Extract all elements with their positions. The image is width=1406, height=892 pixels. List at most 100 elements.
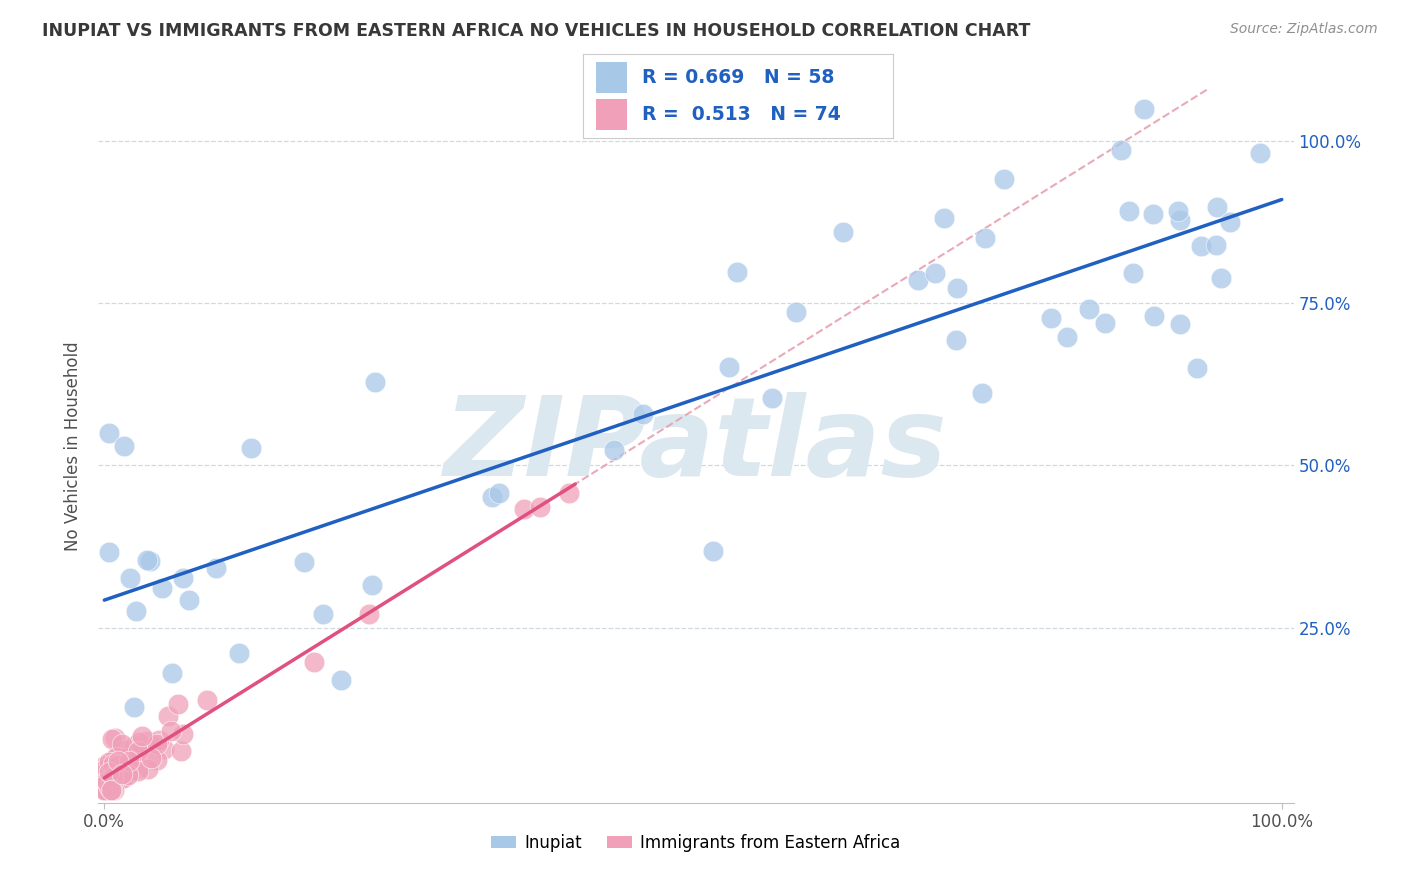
Point [361,577,384,591]
Point [105,750,128,764]
Point [100,771,122,785]
Text: INUPIAT VS IMMIGRANTS FROM EASTERN AFRICA NO VEHICLES IN HOUSEHOLD CORRELATION C: INUPIAT VS IMMIGRANTS FROM EASTERN AFRIC… [42,22,1031,40]
Bar [596,99,627,130]
Point [125,604,148,618]
Point [228,646,250,660]
Point [97,425,120,440]
Point [170,744,193,758]
Point [195,693,218,707]
Point [1132,102,1154,116]
Point [128,735,150,749]
Point [205,561,228,575]
Point [1187,360,1209,375]
Point [107,754,129,768]
Point [1205,237,1227,252]
Point [1249,145,1271,160]
Point [702,543,724,558]
Point [167,697,190,711]
Point [131,729,153,743]
Point [302,656,325,670]
Point [111,753,134,767]
Point [974,231,997,245]
Point [97,780,120,794]
Point [631,407,654,421]
Point [115,751,138,765]
Point [558,485,581,500]
Point [725,265,748,279]
Point [112,439,135,453]
Text: R = 0.669   N = 58: R = 0.669 N = 58 [643,68,835,87]
Text: Source: ZipAtlas.com: Source: ZipAtlas.com [1230,22,1378,37]
Point [240,441,263,455]
Point [111,771,134,785]
Point [98,770,121,784]
Point [120,745,142,759]
Point [172,727,194,741]
Point [112,742,135,756]
Point [139,750,162,764]
Point [1111,143,1133,157]
Point [1122,266,1144,280]
Point [94,782,117,797]
Point [292,556,315,570]
Point [1077,302,1099,317]
Point [93,759,115,773]
Point [121,764,143,778]
Point [94,782,117,797]
Point [136,762,159,776]
Point [117,768,139,782]
Point [111,767,134,781]
Point [1206,200,1229,214]
Text: ZIPatlas: ZIPatlas [444,392,948,500]
Point [101,757,124,772]
Y-axis label: No Vehicles in Household: No Vehicles in Household [65,341,83,551]
Point [488,486,510,500]
Point [512,502,534,516]
Point [93,782,115,797]
Point [785,305,807,319]
Point [122,699,145,714]
Point [1094,316,1116,330]
Point [156,709,179,723]
Point [111,737,134,751]
Point [101,782,124,797]
Point [946,280,969,294]
Point [135,553,157,567]
Point [160,666,183,681]
Point [1219,215,1241,229]
Point [993,171,1015,186]
Point [945,333,967,347]
Point [1167,203,1189,218]
Point [128,761,150,775]
Point [100,782,122,797]
Point [1056,330,1078,344]
Point [122,739,145,753]
Point [127,764,149,778]
Point [94,762,117,776]
Point [529,500,551,514]
Point [98,755,121,769]
Point [924,267,946,281]
Legend: Inupiat, Immigrants from Eastern Africa: Inupiat, Immigrants from Eastern Africa [485,828,907,859]
Point [117,762,139,776]
Point [124,757,146,772]
Point [172,571,194,585]
Point [139,553,162,567]
Point [103,782,125,797]
Point [907,273,929,287]
Point [1142,207,1164,221]
Point [831,226,853,240]
Point [761,391,783,405]
Point [1118,203,1140,218]
Point [145,737,167,751]
Point [148,733,170,747]
Bar [596,62,627,93]
Point [1143,310,1166,324]
Point [150,581,173,595]
Point [718,360,741,375]
Point [932,211,955,225]
Point [120,571,142,585]
Point [120,747,142,761]
Point [481,490,503,504]
Point [112,771,135,785]
